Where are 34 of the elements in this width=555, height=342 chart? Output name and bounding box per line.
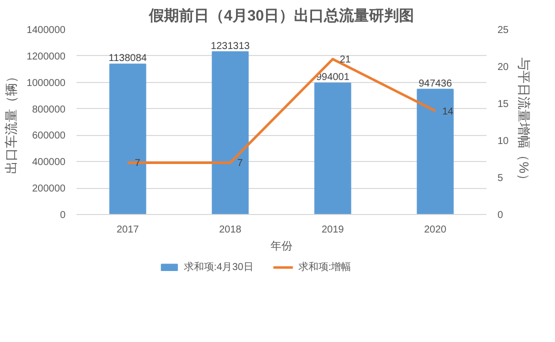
legend-label: 求和项:增幅	[298, 260, 352, 274]
y-tick-label: 0	[60, 210, 66, 221]
data-label: 947436	[418, 78, 452, 90]
y-tick-label: 1200000	[26, 51, 66, 62]
data-label: 7	[237, 158, 244, 170]
y-tick-label: 1000000	[26, 78, 66, 89]
data-label: 1231313	[210, 40, 250, 52]
y2-tick-label: 0	[498, 210, 504, 221]
y-tick-label: 600000	[32, 130, 66, 142]
y-tick-label: 800000	[32, 104, 66, 116]
bar	[416, 88, 454, 214]
y2-tick-label: 10	[498, 136, 510, 147]
x-tick-label: 2018	[219, 224, 242, 236]
y2-tick-label: 15	[498, 99, 510, 110]
y2-tick-label: 25	[498, 25, 510, 36]
y-tick-label: 200000	[32, 184, 66, 195]
y2-tick-label: 5	[498, 173, 504, 184]
data-label: 14	[442, 106, 454, 118]
y-axis-title: 出口车流量（辆）	[4, 70, 19, 174]
bar	[212, 51, 249, 214]
x-tick-label: 2020	[424, 224, 447, 236]
x-axis-title: 年份	[270, 240, 292, 252]
y2-tick-label: 20	[498, 62, 510, 73]
legend-label: 求和项:4月30日	[184, 260, 254, 274]
bar	[109, 64, 146, 214]
x-tick-label: 2017	[116, 224, 140, 236]
y-tick-label: 1400000	[26, 25, 66, 36]
data-label: 1138084	[108, 53, 148, 64]
bar	[314, 82, 352, 214]
chart-title: 假期前日（4月30日）出口总流量研判图	[148, 6, 414, 24]
x-tick-label: 2019	[322, 224, 344, 236]
y2-axis-title: 与平日流量增幅（%）	[516, 58, 532, 186]
data-label: 21	[340, 54, 352, 66]
y-tick-label: 400000	[32, 157, 66, 168]
